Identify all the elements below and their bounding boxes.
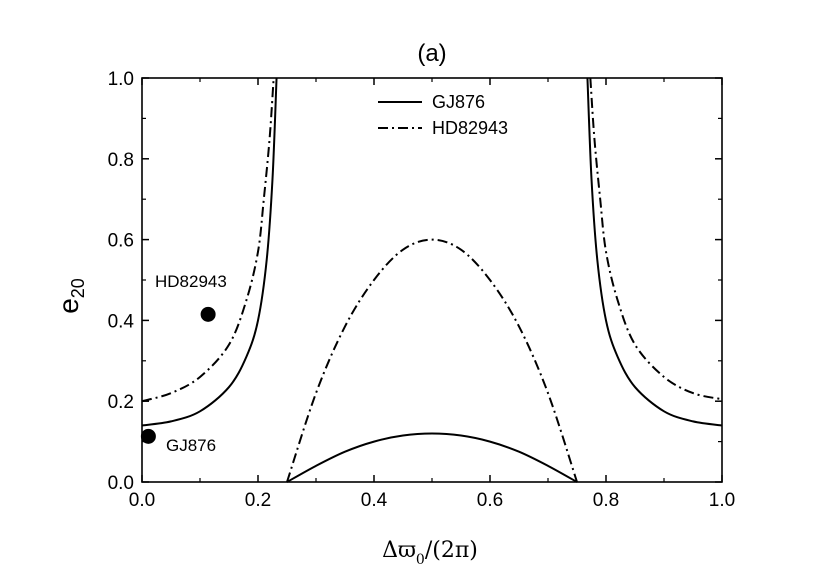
y-tick-label: 0.8 — [108, 150, 134, 171]
y-axis-label-sub: 20 — [68, 278, 88, 298]
legend: GJ876 HD82943 — [378, 92, 508, 138]
x-tick-label: 1.0 — [709, 490, 735, 511]
legend-label-gj876: GJ876 — [432, 92, 485, 112]
annotations: HD82943 GJ876 — [155, 272, 227, 455]
x-axis-label-sub: 0 — [416, 552, 425, 568]
axis-frame — [141, 77, 723, 483]
x-tick-label: 0.4 — [361, 490, 388, 511]
y-axis-label: e20 — [53, 278, 88, 314]
y-tick-label: 0.4 — [108, 311, 135, 332]
axis-ticks — [141, 77, 723, 483]
plot-area-border — [141, 77, 723, 483]
y-tick-labels: 0.0 0.2 0.4 0.6 0.8 1.0 — [108, 69, 135, 494]
x-tick-label: 0.6 — [477, 490, 503, 511]
curves — [141, 77, 723, 483]
point-hd82943 — [200, 306, 216, 322]
series-hd82943-outer-right-line — [589, 77, 723, 401]
x-axis-label-main: Δϖ — [382, 538, 416, 563]
annotation-hd82943: HD82943 — [155, 272, 227, 291]
y-tick-label: 0.0 — [108, 473, 134, 494]
y-tick-label: 0.6 — [108, 231, 134, 252]
y-axis-label-main: e — [53, 298, 84, 314]
y-tick-label: 1.0 — [108, 69, 134, 90]
series-gj876-outer-right-line — [586, 77, 723, 427]
series-gj876-outer-left-line — [141, 77, 278, 427]
annotation-gj876: GJ876 — [166, 436, 216, 455]
x-axis-label-rest: /(2π) — [425, 538, 478, 563]
x-axis-label: Δϖ0/(2π) — [382, 538, 478, 568]
x-tick-label: 0.2 — [245, 490, 271, 511]
chart-title: (a) — [417, 40, 446, 67]
x-tick-label: 0.0 — [129, 490, 155, 511]
y-tick-label: 0.2 — [108, 392, 134, 413]
legend-label-hd82943: HD82943 — [432, 118, 508, 138]
data-points — [140, 306, 216, 444]
series-hd82943-inner-line — [286, 238, 578, 483]
series-gj876-inner-line — [286, 432, 578, 483]
x-tick-labels: 0.0 0.2 0.4 0.6 0.8 1.0 — [129, 490, 735, 511]
series-hd82943-outer-left-line — [141, 77, 275, 403]
point-gj876 — [140, 428, 156, 444]
x-tick-label: 0.8 — [593, 490, 619, 511]
